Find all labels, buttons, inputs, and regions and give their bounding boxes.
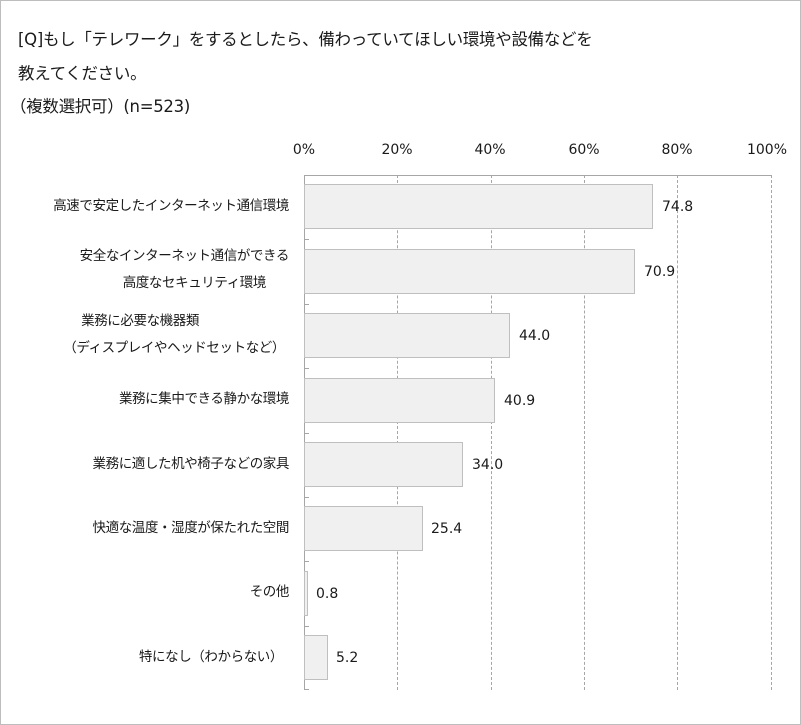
bar-0 xyxy=(304,184,653,229)
y-tick xyxy=(304,497,309,498)
value-label-6: 0.8 xyxy=(316,586,339,602)
category-label-1b: 高度なセキュリティ環境 xyxy=(122,275,267,291)
y-tick xyxy=(304,626,309,627)
category-label-5: 快適な温度・湿度が保たれた空間 xyxy=(92,520,290,536)
value-label-1: 70.9 xyxy=(644,264,676,280)
chart-title-line-3: （複数選択可）(n=523) xyxy=(10,97,190,116)
category-label-2a: 業務に必要な機器類 xyxy=(81,313,199,329)
bar-4 xyxy=(304,442,463,487)
chart-title-line-2: 教えてください。 xyxy=(18,64,147,83)
gridline-40 xyxy=(491,175,492,690)
gridline-60 xyxy=(584,175,585,690)
value-label-3: 40.9 xyxy=(504,393,536,409)
x-tick-20: 20% xyxy=(381,142,413,158)
x-tick-0: 0% xyxy=(292,142,316,158)
plot-area: 74.8 70.9 44.0 40.9 34.0 25.4 0.8 5.2 xyxy=(304,175,772,690)
y-axis xyxy=(304,175,305,690)
bar-2 xyxy=(304,313,510,358)
y-tick xyxy=(304,433,309,434)
category-label-4: 業務に適した机や椅子などの家具 xyxy=(92,456,290,472)
x-axis xyxy=(304,175,771,176)
y-tick xyxy=(304,368,309,369)
y-tick xyxy=(304,561,309,562)
category-label-7: 特になし（わからない） xyxy=(138,649,284,665)
y-tick xyxy=(304,689,309,690)
category-label-3: 業務に集中できる静かな環境 xyxy=(118,391,289,407)
x-tick-60: 60% xyxy=(568,142,600,158)
chart-title-line-1: [Q]もし「テレワーク」をするとしたら、備わっていてほしい環境や設備などを xyxy=(18,30,593,49)
category-label-6: その他 xyxy=(249,584,290,600)
y-tick xyxy=(304,239,309,240)
bar-6 xyxy=(304,571,308,616)
category-label-0: 高速で安定したインターネット通信環境 xyxy=(53,198,289,214)
bar-5 xyxy=(304,506,423,551)
x-tick-80: 80% xyxy=(661,142,693,158)
value-label-4: 34.0 xyxy=(472,457,504,473)
value-label-7: 5.2 xyxy=(336,650,359,666)
gridline-100 xyxy=(771,175,772,690)
bar-3 xyxy=(304,378,495,423)
value-label-0: 74.8 xyxy=(662,199,694,215)
x-tick-100: 100% xyxy=(746,142,788,158)
bar-7 xyxy=(304,635,328,680)
gridline-80 xyxy=(677,175,678,690)
value-label-2: 44.0 xyxy=(519,328,551,344)
bar-1 xyxy=(304,249,635,294)
gridline-20 xyxy=(397,175,398,690)
x-tick-40: 40% xyxy=(474,142,506,158)
y-tick xyxy=(304,304,309,305)
category-label-1a: 安全なインターネット通信ができる xyxy=(79,248,290,264)
category-label-2b: （ディスプレイやヘッドセットなど） xyxy=(63,340,285,356)
value-label-5: 25.4 xyxy=(431,521,463,537)
